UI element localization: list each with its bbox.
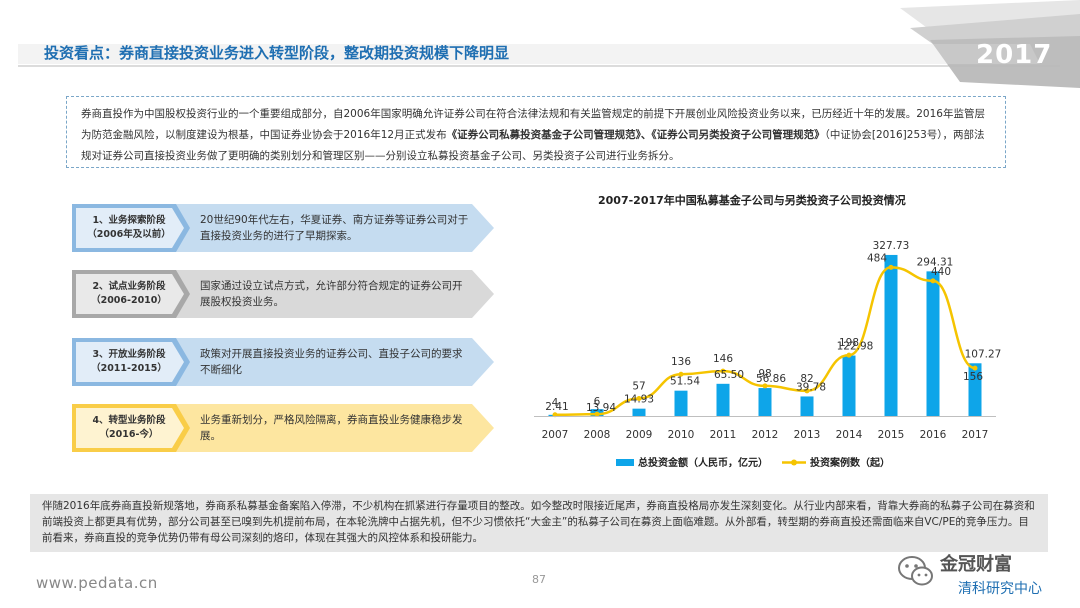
chart-point bbox=[594, 411, 600, 417]
footer-url[interactable]: www.pedata.cn bbox=[36, 574, 158, 592]
wechat-icon bbox=[898, 556, 933, 586]
chart-point bbox=[804, 388, 810, 394]
chart-point bbox=[720, 368, 726, 374]
page-title: 投资看点：券商直接投资业务进入转型阶段，整改期投资规模下降明显 bbox=[44, 44, 510, 62]
chart-x-tick-label: 2007 bbox=[542, 429, 569, 441]
chart-series-line bbox=[554, 266, 976, 417]
stage-description: 20世纪90年代左右，华夏证券、南方证券等证券公司对于直接投资业务的进行了早期探… bbox=[200, 214, 469, 242]
chart-title: 2007-2017年中国私募基金子公司与另类投资子公司投资情况 bbox=[598, 194, 906, 207]
stage-item: 1、业务探索阶段 （2006年及以前） 20世纪90年代左右，华夏证券、南方证券等证… bbox=[72, 204, 494, 252]
chart-line-label: 98 bbox=[758, 368, 771, 380]
watermark-text: 金冠财富 bbox=[940, 554, 1012, 575]
year-badge: 2017 bbox=[976, 40, 1053, 70]
chart-line-label: 4 bbox=[552, 397, 559, 409]
chart-line-label: 146 bbox=[713, 353, 733, 365]
chart-bar bbox=[758, 388, 772, 416]
chart-bar bbox=[800, 396, 814, 416]
chart-point bbox=[888, 264, 894, 270]
stage-item: 3、开放业务阶段 （2011-2015） 政策对开展直接投资业务的证券公司、直投子公… bbox=[72, 338, 494, 386]
chart-x-tick-label: 2013 bbox=[794, 429, 821, 441]
stage-description: 国家通过设立试点方式，允许部分符合规定的证券公司开展股权投资业务。 bbox=[200, 280, 463, 308]
chart-bar-label: 122.98 bbox=[837, 341, 874, 353]
chart-bar bbox=[968, 363, 982, 416]
stage-label: 4、转型业务阶段 （2016-今） bbox=[92, 415, 166, 440]
legend-label-bar: 总投资金额（人民币，亿元） bbox=[638, 456, 768, 469]
summary-box: 伴随2016年底券商直投新规落地，券商系私募基金备案陷入停滞，不少机构在抓紧进行… bbox=[30, 494, 1048, 552]
chart-line-label: 156 bbox=[963, 371, 983, 383]
legend-label-line: 投资案例数（起） bbox=[810, 456, 890, 469]
investment-chart: 2007 2008 2009 2010 2011 2012 2013 2014 2015 2016… bbox=[534, 240, 1002, 469]
chart-x-tick-label: 2010 bbox=[668, 429, 695, 441]
chart-line-label: 82 bbox=[800, 373, 813, 385]
page-number: 87 bbox=[532, 573, 546, 586]
chart-x-tick-label: 2012 bbox=[752, 429, 779, 441]
chart-point bbox=[678, 371, 684, 377]
watermark-subtext: 清科研究中心 bbox=[958, 581, 1042, 597]
chart-line-label: 57 bbox=[632, 380, 645, 392]
stage-item: 2、试点业务阶段 （2006-2010） 国家通过设立试点方式，允许部分符合规定的证… bbox=[72, 270, 494, 318]
chart-x-tick-label: 2008 bbox=[584, 429, 611, 441]
chart-bar-label: 327.73 bbox=[873, 240, 910, 252]
chart-bar bbox=[884, 254, 898, 416]
chart-point bbox=[636, 395, 642, 401]
header-band bbox=[18, 0, 1080, 88]
chart-bar bbox=[842, 355, 856, 416]
chart-bar bbox=[716, 383, 730, 416]
stage-description: 业务重新划分，严格风险隔离，券商直投业务健康稳步发展。 bbox=[200, 414, 463, 442]
stage-label: 1、业务探索阶段 （2006年及以前） bbox=[87, 215, 171, 240]
chart-line-label: 136 bbox=[671, 356, 691, 368]
stage-label: 3、开放业务阶段 （2011-2015） bbox=[91, 349, 167, 374]
legend-marker-line bbox=[791, 459, 797, 466]
chart-point bbox=[930, 278, 936, 284]
legend-swatch-bar bbox=[616, 459, 634, 466]
watermark: 金冠财富 清科研究中心 bbox=[896, 550, 1046, 600]
stage-description: 政策对开展直接投资业务的证券公司、直投子公司的要求不断细化 bbox=[200, 348, 463, 376]
stage-item: 4、转型业务阶段 （2016-今） 业务重新划分，严格风险隔离，券商直投业务健康稳步… bbox=[72, 404, 494, 452]
chart-x-tick-label: 2017 bbox=[962, 429, 989, 441]
chart-line-label: 198 bbox=[839, 337, 859, 349]
chart-bar-label: 107.27 bbox=[965, 348, 1002, 360]
chart-bar-label: 2.41 bbox=[545, 401, 568, 413]
chart-line-label: 484 bbox=[867, 252, 887, 264]
chart-point bbox=[762, 383, 768, 389]
chart-bar-label: 39.78 bbox=[796, 381, 826, 393]
chart-bar-label: 14.93 bbox=[624, 394, 654, 406]
chart-line-label: 440 bbox=[931, 266, 951, 278]
intro-paragraph: 券商直投作为中国股权投资行业的一个重要组成部分，自2006年国家明确允许证券公司… bbox=[66, 96, 1006, 168]
chart-bar-label: 294.31 bbox=[917, 256, 954, 268]
chart-x-tick-label: 2015 bbox=[878, 429, 905, 441]
chart-x-tick-label: 2011 bbox=[710, 429, 737, 441]
chart-x-tick-label: 2009 bbox=[626, 429, 653, 441]
chart-point bbox=[846, 352, 852, 358]
chart-bar-label: 51.54 bbox=[670, 376, 700, 388]
chart-point bbox=[972, 365, 978, 371]
chart-x-tick-label: 2014 bbox=[836, 429, 863, 441]
chart-bar bbox=[674, 390, 688, 416]
chart-line-label: 6 bbox=[594, 396, 601, 408]
chart-bar-label: 65.50 bbox=[714, 369, 744, 381]
chart-bar-label: 13.94 bbox=[586, 402, 616, 414]
chart-bar bbox=[632, 408, 646, 416]
chart-bar bbox=[926, 271, 940, 416]
chart-bar-label: 56.86 bbox=[756, 373, 786, 385]
stage-label: 2、试点业务阶段 （2006-2010） bbox=[91, 281, 167, 306]
chart-x-tick-label: 2016 bbox=[920, 429, 947, 441]
